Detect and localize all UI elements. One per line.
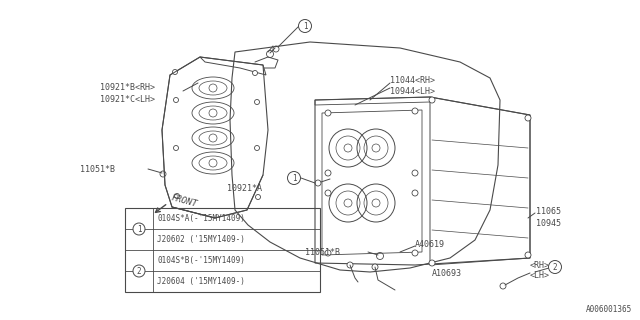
Circle shape [525,115,531,121]
Circle shape [325,190,331,196]
Circle shape [347,262,353,268]
Text: A10693: A10693 [432,268,462,277]
Circle shape [372,199,380,207]
Circle shape [298,20,312,33]
Circle shape [429,97,435,103]
Circle shape [525,252,531,258]
Circle shape [412,170,418,176]
Circle shape [209,84,217,92]
Circle shape [175,194,179,198]
Text: 11044<RH>: 11044<RH> [390,76,435,84]
Circle shape [412,108,418,114]
Circle shape [412,190,418,196]
Text: 10944<LH>: 10944<LH> [390,86,435,95]
Circle shape [253,70,257,76]
Circle shape [209,134,217,142]
Text: <RH>: <RH> [530,260,550,269]
Circle shape [287,172,301,185]
Text: A006001365: A006001365 [586,305,632,314]
Text: 2: 2 [553,263,557,272]
Circle shape [173,69,177,75]
Text: 10921*A: 10921*A [227,183,262,193]
Circle shape [133,265,145,277]
Text: J20602 ('15MY1409-): J20602 ('15MY1409-) [157,235,245,244]
Circle shape [344,144,352,152]
Circle shape [325,110,331,116]
Text: 10921*C<LH>: 10921*C<LH> [100,94,155,103]
Circle shape [429,260,435,266]
Circle shape [372,264,378,270]
Circle shape [325,170,331,176]
Text: 1: 1 [292,174,296,183]
Text: 11051*B: 11051*B [305,247,340,257]
Text: FRONT: FRONT [170,193,198,209]
Text: 11065: 11065 [536,206,561,215]
Circle shape [133,223,145,235]
Circle shape [255,195,260,199]
Circle shape [325,250,331,256]
Circle shape [548,260,561,274]
Circle shape [255,146,259,150]
Circle shape [173,98,179,102]
Text: 10945: 10945 [536,219,561,228]
Circle shape [209,109,217,117]
Circle shape [372,144,380,152]
Circle shape [412,250,418,256]
Circle shape [344,199,352,207]
Circle shape [209,159,217,167]
Text: 1: 1 [137,225,141,234]
Text: 0104S*B(-'15MY1409): 0104S*B(-'15MY1409) [157,256,245,265]
Text: <LH>: <LH> [530,271,550,281]
Circle shape [255,100,259,105]
Text: 2: 2 [137,267,141,276]
Text: 0104S*A(-'15MY1409): 0104S*A(-'15MY1409) [157,214,245,223]
Circle shape [173,146,179,150]
Text: 10921*B<RH>: 10921*B<RH> [100,83,155,92]
Text: J20604 ('15MY1409-): J20604 ('15MY1409-) [157,277,245,286]
Text: 1: 1 [303,22,307,31]
Text: A40619: A40619 [415,239,445,249]
Text: 11051*B: 11051*B [80,164,115,173]
